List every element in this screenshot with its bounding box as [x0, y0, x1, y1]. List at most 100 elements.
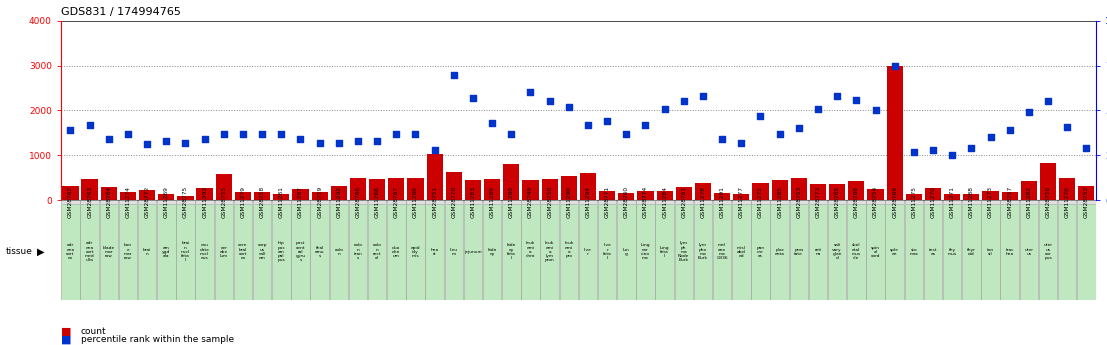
Text: live
r: live r: [584, 248, 592, 256]
Point: [426, 147, 444, 152]
Text: GSM11268: GSM11268: [374, 186, 380, 218]
Bar: [598, 200, 617, 204]
Point: [330, 140, 348, 146]
Text: GSM28764: GSM28764: [106, 186, 112, 218]
Bar: [1058, 204, 1076, 300]
Bar: [943, 204, 961, 300]
Bar: [713, 200, 732, 204]
Bar: [176, 204, 195, 300]
Text: lun
g: lun g: [623, 248, 630, 256]
Text: GSM11291: GSM11291: [720, 186, 725, 218]
Text: count: count: [81, 327, 106, 336]
Text: kidn
ey: kidn ey: [487, 248, 497, 256]
Text: GSM11272: GSM11272: [758, 186, 763, 218]
Bar: [579, 200, 597, 204]
Text: GSM11269: GSM11269: [164, 186, 168, 218]
Bar: [541, 179, 558, 200]
Bar: [886, 204, 904, 300]
Bar: [789, 204, 808, 300]
Text: GSM28768: GSM28768: [853, 186, 859, 218]
Point: [655, 106, 673, 111]
Point: [1001, 127, 1018, 133]
Text: GSM28751: GSM28751: [432, 186, 437, 218]
Text: GSM11273: GSM11273: [989, 186, 993, 218]
Bar: [638, 191, 653, 200]
Bar: [1059, 178, 1075, 200]
Point: [982, 135, 1000, 140]
Bar: [368, 204, 386, 300]
Text: bon
e
mar
row: bon e mar row: [124, 244, 132, 260]
Bar: [540, 200, 559, 204]
Bar: [1039, 163, 1056, 200]
Text: brai
n
nucl
feta
l: brai n nucl feta l: [180, 241, 190, 263]
Bar: [234, 200, 252, 204]
Bar: [809, 200, 827, 204]
Bar: [963, 194, 980, 200]
Bar: [694, 200, 712, 204]
Text: ▶: ▶: [37, 247, 44, 257]
Point: [369, 138, 386, 144]
Bar: [406, 200, 425, 204]
Bar: [732, 204, 751, 300]
Point: [867, 108, 884, 113]
Text: GSM28750: GSM28750: [547, 186, 552, 218]
Bar: [944, 194, 960, 200]
Text: thal
amu
s: thal amu s: [314, 246, 324, 258]
Text: percentile rank within the sample: percentile rank within the sample: [81, 335, 234, 344]
Text: GSM11277: GSM11277: [738, 186, 744, 218]
Bar: [254, 192, 270, 200]
Text: live
r
feta
l: live r feta l: [603, 244, 611, 260]
Point: [521, 90, 539, 95]
Bar: [943, 200, 961, 204]
Text: brai
n: brai n: [143, 248, 152, 256]
Bar: [503, 204, 520, 300]
Text: GSM11282: GSM11282: [1026, 186, 1032, 218]
Point: [752, 113, 769, 119]
Bar: [523, 180, 539, 200]
Bar: [138, 204, 156, 300]
Bar: [118, 200, 137, 204]
Point: [464, 95, 482, 101]
Text: GSM11284: GSM11284: [662, 186, 668, 218]
Bar: [906, 194, 922, 200]
Text: GSM11286: GSM11286: [413, 186, 418, 218]
Bar: [196, 204, 214, 300]
Text: kidn
ey
feta
l: kidn ey feta l: [507, 244, 516, 260]
Text: cer
ebe
lum: cer ebe lum: [219, 246, 228, 258]
Bar: [521, 200, 540, 204]
Point: [120, 131, 137, 137]
Bar: [904, 204, 923, 300]
Text: ■: ■: [61, 326, 71, 336]
Bar: [81, 200, 99, 204]
Bar: [139, 190, 155, 200]
Text: GSM11292: GSM11292: [337, 186, 341, 218]
Text: adr
ena
cort
med
ulla: adr ena cort med ulla: [85, 241, 94, 263]
Text: GSM11270: GSM11270: [931, 186, 935, 218]
Bar: [828, 200, 847, 204]
Bar: [714, 193, 731, 200]
Bar: [713, 204, 732, 300]
Point: [1058, 124, 1076, 129]
Bar: [847, 200, 866, 204]
Text: skel
etal
mus
cle: skel etal mus cle: [851, 244, 861, 260]
Point: [713, 136, 731, 142]
Bar: [81, 204, 99, 300]
Bar: [867, 204, 884, 300]
Text: GSM11274: GSM11274: [125, 186, 131, 218]
Bar: [310, 200, 329, 204]
Bar: [981, 204, 1000, 300]
Bar: [1002, 192, 1017, 200]
Text: GSM28772: GSM28772: [145, 186, 149, 218]
Bar: [655, 204, 674, 300]
Bar: [272, 200, 290, 204]
Text: cau
date
nucl
eus: cau date nucl eus: [199, 244, 209, 260]
Bar: [215, 200, 232, 204]
Bar: [446, 172, 462, 200]
Text: adr
ena
cort
ex: adr ena cort ex: [66, 244, 74, 260]
Bar: [580, 173, 597, 200]
Bar: [311, 193, 328, 200]
Point: [503, 131, 520, 137]
Point: [962, 145, 980, 151]
Text: lieu
m: lieu m: [449, 248, 458, 256]
Bar: [310, 204, 329, 300]
